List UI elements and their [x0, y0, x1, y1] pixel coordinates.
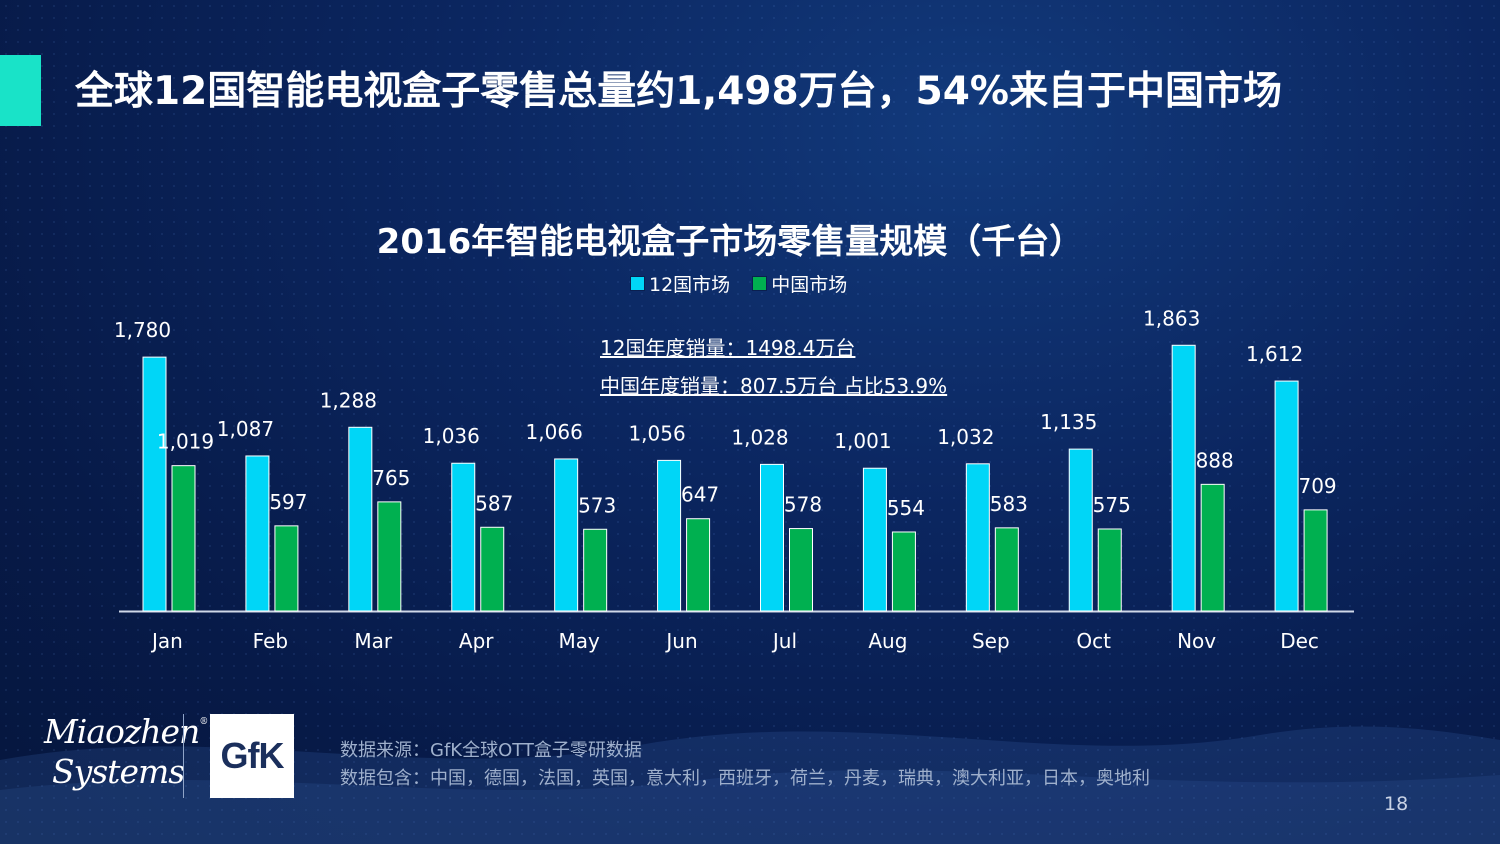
bar-china-nov	[1200, 483, 1225, 612]
bar-12-countries-may	[554, 458, 579, 612]
bar-china-jun	[686, 518, 711, 612]
annotation-12-countries-annual: 12国年度销量：1498.4万台	[600, 336, 856, 360]
data-label-12-countries-dec: 1,612	[1246, 342, 1303, 366]
data-label-12-countries-apr: 1,036	[423, 424, 480, 448]
bar-china-aug	[891, 531, 916, 612]
x-tick-label-oct: Oct	[1076, 629, 1111, 653]
bar-12-countries-sep	[965, 463, 990, 612]
chart-legend: 12国市场 中国市场	[630, 270, 847, 297]
page-number: 18	[1384, 793, 1409, 815]
bar-12-countries-mar	[348, 426, 373, 612]
data-label-12-countries-nov: 1,863	[1143, 306, 1200, 330]
data-label-china-jul: 578	[784, 493, 822, 517]
x-tick-label-dec: Dec	[1280, 629, 1319, 653]
miaozhen-logo-reg: ®	[199, 717, 208, 727]
data-label-china-dec: 709	[1298, 474, 1336, 498]
bar-12-countries-feb	[245, 455, 270, 612]
legend-swatch-china	[752, 276, 768, 291]
bar-china-jul	[789, 528, 813, 612]
x-tick-label-sep: Sep	[972, 629, 1010, 653]
bar-china-mar	[377, 501, 402, 612]
miaozhen-logo-line1: Miaozhen	[44, 712, 200, 751]
legend-item-12-countries: 12国市场	[630, 270, 730, 297]
legend-label-china: 中国市场	[771, 274, 848, 296]
annotation-china-annual: 中国年度销量：807.5万台 占比53.9%	[600, 374, 948, 398]
legend-swatch-12-countries	[630, 276, 645, 291]
bar-12-countries-aug	[862, 467, 887, 612]
bar-12-countries-jul	[760, 463, 784, 612]
data-label-china-mar: 765	[372, 466, 410, 490]
x-tick-label-mar: Mar	[354, 629, 393, 653]
slide-title: 全球12国智能电视盒子零售总量约1,498万台，54%来自于中国市场	[75, 69, 1282, 114]
title-accent-bar	[0, 55, 41, 126]
data-label-12-countries-jul: 1,028	[731, 425, 788, 449]
data-label-china-feb: 597	[269, 490, 307, 514]
data-source-line: 数据来源：GfK全球OTT盒子零研数据	[340, 740, 642, 761]
legend-label-12-countries: 12国市场	[649, 274, 731, 296]
bar-12-countries-jan	[142, 356, 167, 612]
data-label-12-countries-may: 1,066	[526, 420, 583, 444]
data-label-12-countries-feb: 1,087	[217, 417, 274, 441]
data-label-china-jun: 647	[681, 483, 719, 507]
bar-12-countries-jun	[657, 459, 682, 612]
x-tick-label-feb: Feb	[253, 629, 288, 653]
footer-logo-divider	[183, 714, 184, 798]
bar-12-countries-nov	[1171, 344, 1196, 612]
data-label-china-sep: 583	[990, 492, 1028, 516]
bar-china-may	[583, 528, 608, 612]
legend-item-china: 中国市场	[752, 270, 847, 297]
x-tick-label-nov: Nov	[1177, 629, 1216, 653]
miaozhen-logo-line2: Systems	[52, 752, 185, 791]
bar-12-countries-apr	[451, 462, 476, 612]
data-label-12-countries-jun: 1,056	[628, 421, 685, 445]
data-label-12-countries-aug: 1,001	[834, 429, 891, 453]
bar-china-feb	[274, 525, 299, 612]
data-label-china-may: 573	[578, 493, 616, 517]
data-label-12-countries-sep: 1,032	[937, 425, 994, 449]
bar-12-countries-oct	[1068, 448, 1093, 612]
x-tick-label-jun: Jun	[664, 629, 697, 653]
x-tick-label-may: May	[558, 629, 600, 653]
bar-12-countries-dec	[1274, 380, 1299, 612]
x-tick-label-jul: Jul	[771, 629, 797, 653]
x-tick-label-jan: Jan	[150, 629, 183, 653]
data-label-china-aug: 554	[887, 496, 925, 520]
bar-china-dec	[1303, 509, 1328, 612]
data-source-note: 数据来源：GfK全球OTT盒子零研数据 数据包含：中国，德国，法国，英国，意大利…	[340, 737, 1150, 793]
bar-china-oct	[1097, 528, 1122, 612]
data-label-china-oct: 575	[1093, 493, 1131, 517]
x-tick-label-aug: Aug	[868, 629, 907, 653]
miaozhen-logo: Miaozhen® Systems	[44, 712, 208, 802]
bar-china-sep	[994, 527, 1019, 612]
data-label-12-countries-oct: 1,135	[1040, 410, 1097, 434]
bar-china-jan	[171, 465, 196, 612]
data-label-12-countries-mar: 1,288	[320, 388, 377, 412]
data-coverage-line: 数据包含：中国，德国，法国，英国，意大利，西班牙，荷兰，丹麦，瑞典，澳大利亚，日…	[340, 768, 1150, 789]
data-label-china-apr: 587	[475, 491, 513, 515]
bar-china-apr	[480, 526, 505, 612]
chart-title: 2016年智能电视盒子市场零售量规模（千台）	[376, 222, 1084, 262]
data-label-12-countries-jan: 1,780	[114, 318, 171, 342]
data-label-china-jan: 1,019	[157, 430, 214, 454]
x-tick-label-apr: Apr	[459, 629, 494, 653]
gfk-logo: GfK	[210, 714, 294, 798]
data-label-china-nov: 888	[1196, 448, 1234, 472]
